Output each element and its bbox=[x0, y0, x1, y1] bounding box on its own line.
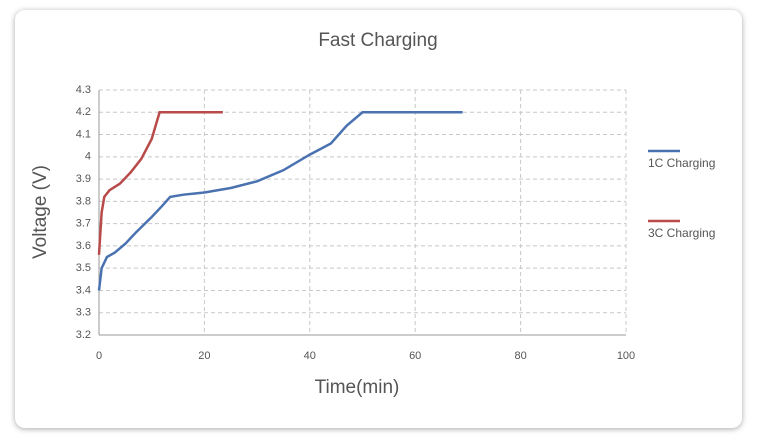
x-tick-label: 60 bbox=[409, 350, 421, 362]
y-tick-label: 3.9 bbox=[76, 173, 91, 185]
y-axis-label: Voltage (V) bbox=[30, 165, 51, 259]
legend-label: 3C Charging bbox=[648, 226, 715, 240]
data-line bbox=[97, 111, 223, 255]
chart-title: Fast Charging bbox=[318, 30, 437, 51]
x-tick-label: 20 bbox=[198, 350, 210, 362]
y-tick-label: 3.6 bbox=[76, 240, 91, 252]
y-tick-label: 3.3 bbox=[76, 307, 91, 319]
y-tick-label: 3.2 bbox=[76, 329, 91, 341]
y-tick-label: 4.2 bbox=[76, 106, 91, 118]
x-tick-label: 100 bbox=[617, 350, 635, 362]
x-axis-label: Time(min) bbox=[315, 377, 400, 398]
y-tick-label: 4.1 bbox=[76, 128, 91, 140]
legend-label: 1C Charging bbox=[648, 156, 715, 170]
y-tick-label: 3.7 bbox=[76, 218, 91, 230]
y-tick-label: 3.5 bbox=[76, 262, 91, 274]
x-tick-label: 80 bbox=[514, 350, 526, 362]
x-tick-label: 40 bbox=[304, 350, 316, 362]
card bbox=[15, 10, 742, 428]
x-tick-label: 0 bbox=[96, 350, 102, 362]
y-tick-label: 4 bbox=[85, 151, 91, 163]
y-tick-label: 4.3 bbox=[76, 84, 91, 96]
y-tick-label: 3.8 bbox=[76, 195, 91, 207]
data-line bbox=[97, 111, 463, 291]
y-tick-label: 3.4 bbox=[76, 284, 91, 296]
